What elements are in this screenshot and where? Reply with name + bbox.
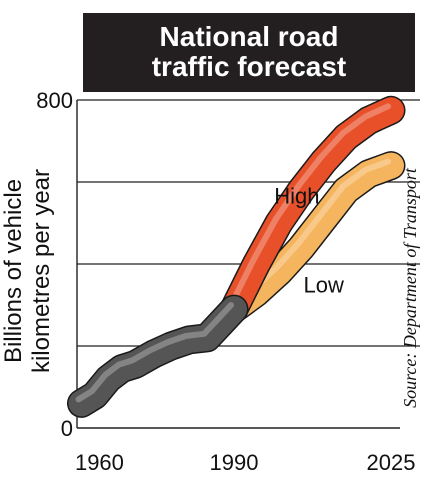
series-high: [219, 95, 406, 324]
series-label-high: High: [274, 183, 319, 208]
series-historical: [67, 294, 249, 418]
y-tick-label: 0: [61, 416, 73, 441]
x-tick-label: 1990: [210, 450, 259, 475]
x-tick-label: 1960: [75, 450, 124, 475]
x-tick-label: 2025: [367, 450, 416, 475]
y-tick-label: 800: [36, 88, 73, 113]
series-highlight: [228, 103, 391, 309]
series-line: [221, 97, 404, 323]
series-label-low: Low: [304, 273, 344, 298]
series-highlight: [75, 302, 234, 403]
series-line: [68, 296, 247, 417]
chart-title: National road traffic forecast: [83, 13, 415, 92]
chart-title-line-2: traffic forecast: [151, 51, 347, 82]
chart-title-line-1: National road: [159, 21, 339, 52]
series-line: [221, 152, 404, 323]
